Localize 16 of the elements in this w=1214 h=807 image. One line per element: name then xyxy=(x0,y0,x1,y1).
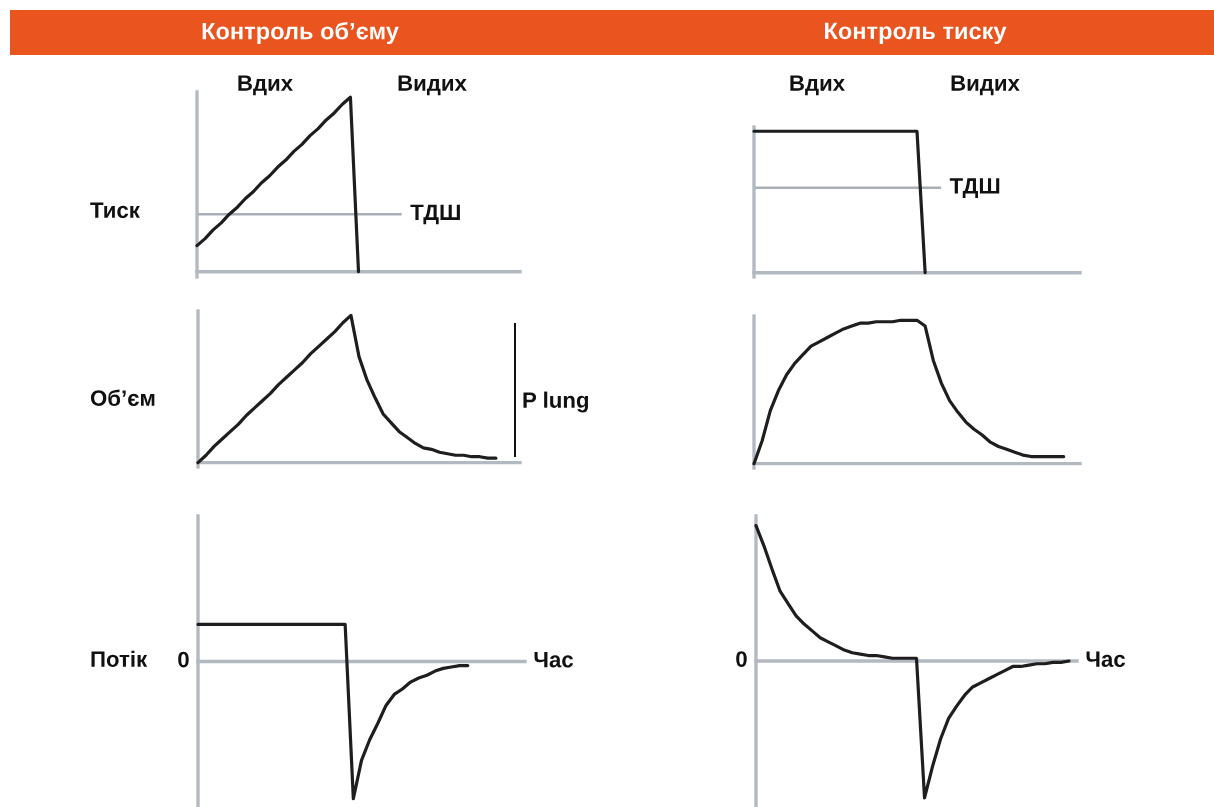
chart-title: Контроль тиску xyxy=(825,22,1007,45)
x-axis-title: Час xyxy=(1086,651,1126,667)
chart-title: Контроль об’єму xyxy=(202,21,399,45)
text: Видих xyxy=(398,75,467,96)
text: P lung xyxy=(523,391,589,413)
text: Видих xyxy=(951,75,1020,96)
text: 0 xyxy=(178,651,189,668)
text: 0 xyxy=(736,651,747,667)
text: Вдих xyxy=(238,75,293,96)
ref-line-label: ТДШ xyxy=(949,178,1000,199)
y-axis-title: Потік xyxy=(91,650,148,667)
x-axis-title: Час xyxy=(534,651,574,668)
ref-line-label: ТДШ xyxy=(410,204,460,225)
y-axis-title: Тиск xyxy=(90,202,140,218)
text: Вдих xyxy=(790,75,845,96)
y-axis-title: Об’єм xyxy=(90,389,155,406)
